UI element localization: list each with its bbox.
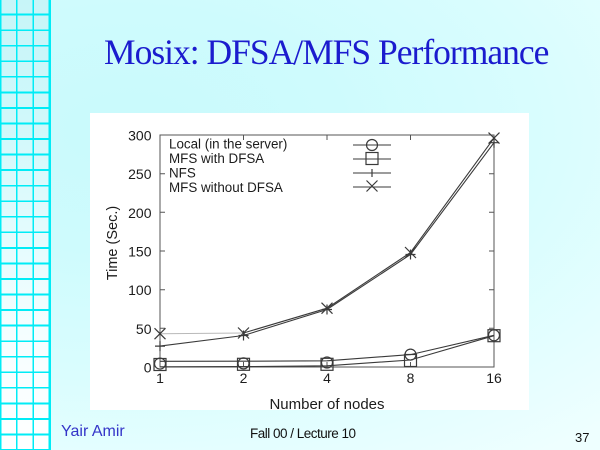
svg-text:150: 150 (128, 244, 152, 260)
svg-text:200: 200 (128, 205, 152, 221)
svg-text:16: 16 (486, 370, 502, 386)
svg-text:300: 300 (128, 128, 152, 144)
svg-text:MFS without DFSA: MFS without DFSA (169, 180, 283, 195)
svg-text:2: 2 (240, 370, 248, 386)
svg-text:1: 1 (156, 370, 164, 386)
svg-text:250: 250 (128, 166, 152, 182)
svg-text:100: 100 (128, 282, 152, 298)
svg-text:8: 8 (407, 370, 415, 386)
svg-text:0: 0 (144, 360, 152, 376)
svg-text:Number of nodes: Number of nodes (269, 396, 384, 410)
svg-text:Time (Sec.): Time (Sec.) (105, 206, 121, 280)
svg-text:50: 50 (136, 321, 152, 337)
svg-text:4: 4 (323, 370, 331, 386)
svg-text:MFS with DFSA: MFS with DFSA (169, 151, 264, 166)
svg-text:Local (in the server): Local (in the server) (169, 137, 287, 152)
svg-text:NFS: NFS (169, 165, 196, 180)
